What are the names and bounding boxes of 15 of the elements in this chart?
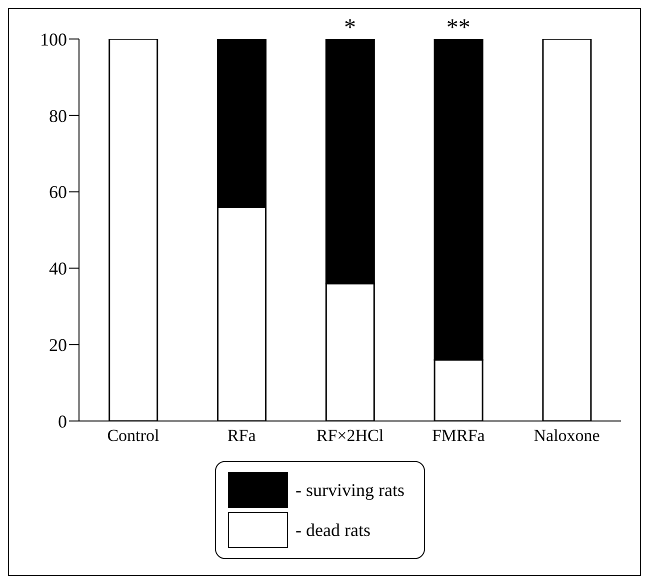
y-tick-label: 40 (49, 258, 67, 279)
x-tick-label: FMRFa (432, 426, 486, 446)
legend-label: - surviving rats (296, 480, 404, 500)
x-tick-label: RF×2HCl (316, 426, 384, 446)
y-tick-label: 100 (40, 29, 67, 50)
y-tick-label: 80 (49, 106, 67, 126)
annotation: * (344, 15, 356, 41)
x-tick-label: Control (107, 426, 160, 446)
x-tick-label: RFa (227, 426, 256, 446)
y-tick-label: 20 (49, 334, 67, 355)
annotation: ** (446, 15, 470, 41)
legend-label: - dead rats (296, 520, 370, 540)
x-tick-label: Naloxone (534, 426, 600, 446)
y-tick-label: 0 (58, 411, 67, 432)
y-tick-label: 60 (49, 182, 67, 202)
